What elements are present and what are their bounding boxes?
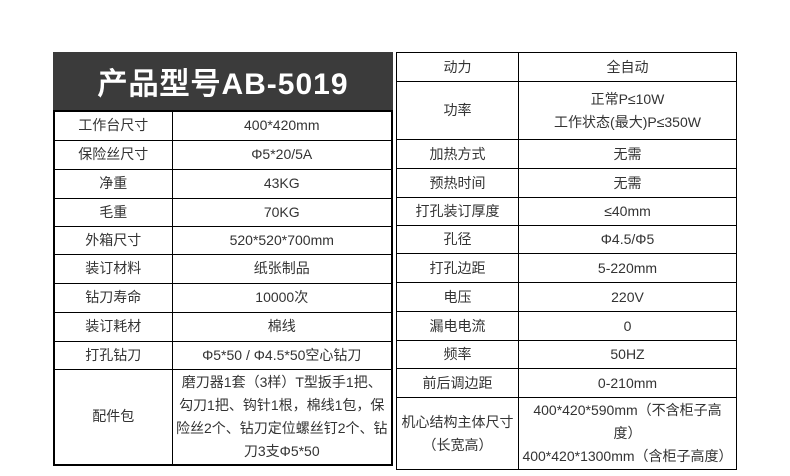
- spec-row-frequency: 频率 50HZ: [396, 340, 737, 369]
- spec-row-worktable-size: 工作台尺寸 400*420mm: [53, 110, 393, 141]
- spec-value: 无需: [518, 168, 737, 198]
- spec-row-binding-consumable: 装订耗材 棉线: [53, 311, 393, 342]
- spec-value: Φ5*20/5A: [171, 139, 393, 170]
- spec-label: 打孔边距: [396, 253, 519, 283]
- spec-value: ≤40mm: [518, 197, 737, 226]
- spec-row-leakage-current: 漏电电流 0: [396, 311, 737, 341]
- spec-value: 10000次: [171, 282, 393, 313]
- spec-label: 动力: [396, 52, 519, 82]
- spec-label: 钻刀寿命: [53, 282, 173, 313]
- spec-row-gross-weight: 毛重 70KG: [53, 197, 393, 227]
- spec-row-voltage: 电压 220V: [396, 282, 737, 312]
- product-spec-left-panel: 产品型号AB-5019 工作台尺寸 400*420mm 保险丝尺寸 Φ5*20/…: [53, 52, 393, 466]
- spec-label: 电压: [396, 282, 519, 312]
- spec-row-power-type: 动力 全自动: [396, 52, 737, 82]
- spec-value: Φ5*50 / Φ4.5*50空心钻刀: [171, 340, 393, 370]
- spec-label: 外箱尺寸: [53, 225, 173, 255]
- spec-label: 工作台尺寸: [53, 110, 173, 141]
- spec-value: 400*420mm: [171, 110, 393, 141]
- spec-row-preheat-time: 预热时间 无需: [396, 168, 737, 198]
- spec-value: 220V: [518, 282, 737, 312]
- spec-value: 70KG: [171, 197, 393, 227]
- spec-value: 5-220mm: [518, 253, 737, 283]
- spec-row-heating-method: 加热方式 无需: [396, 139, 737, 169]
- spec-label: 预热时间: [396, 168, 519, 198]
- spec-label: 加热方式: [396, 139, 519, 169]
- spec-label: 频率: [396, 340, 519, 369]
- spec-table-left: 工作台尺寸 400*420mm 保险丝尺寸 Φ5*20/5A 净重 43KG 毛…: [53, 110, 393, 466]
- spec-value: 400*420*590mm（不含柜子高度） 400*420*1300mm（含柜子…: [518, 397, 737, 470]
- spec-value: 520*520*700mm: [171, 225, 393, 255]
- spec-label: 配件包: [53, 368, 173, 465]
- spec-row-machine-body-size: 机心结构主体尺寸 （长宽高） 400*420*590mm（不含柜子高度） 400…: [396, 397, 737, 470]
- spec-table-right: 动力 全自动 功率 正常P≤10W 工作状态(最大)P≤350W 加热方式 无需…: [396, 52, 737, 470]
- spec-label: 装订材料: [53, 253, 173, 284]
- spec-value: 50HZ: [518, 340, 737, 369]
- spec-row-hole-diameter: 孔径 Φ4.5/Φ5: [396, 225, 737, 254]
- product-spec-right-panel: 动力 全自动 功率 正常P≤10W 工作状态(最大)P≤350W 加热方式 无需…: [396, 52, 737, 470]
- spec-label: 毛重: [53, 197, 173, 227]
- spec-value: 磨刀器1套（3样）T型扳手1把、勾刀1把、钩针1根，棉线1包，保险丝2个、钻刀定…: [171, 368, 393, 465]
- spec-row-fuse-size: 保险丝尺寸 Φ5*20/5A: [53, 139, 393, 170]
- spec-label: 净重: [53, 168, 173, 199]
- spec-row-accessory-pack: 配件包 磨刀器1套（3样）T型扳手1把、勾刀1把、钩针1根，棉线1包，保险丝2个…: [53, 368, 393, 465]
- spec-label: 机心结构主体尺寸 （长宽高）: [396, 397, 519, 470]
- spec-label: 孔径: [396, 225, 519, 254]
- spec-row-carton-size: 外箱尺寸 520*520*700mm: [53, 225, 393, 255]
- spec-value: 无需: [518, 139, 737, 169]
- spec-row-punch-margin: 打孔边距 5-220mm: [396, 253, 737, 283]
- spec-value-highlighted: Φ4.5/Φ5: [518, 225, 737, 254]
- spec-label: 打孔钻刀: [53, 340, 173, 370]
- spec-value: 棉线: [171, 311, 393, 342]
- spec-label: 保险丝尺寸: [53, 139, 173, 170]
- spec-label: 前后调边距: [396, 368, 519, 398]
- spec-value: 43KG: [171, 168, 393, 199]
- spec-value: 0: [518, 311, 737, 341]
- spec-row-edge-adjust-range: 前后调边距 0-210mm: [396, 368, 737, 398]
- spec-label: 打孔装订厚度: [396, 197, 519, 226]
- spec-value: 纸张制品: [171, 253, 393, 284]
- spec-label: 漏电电流: [396, 311, 519, 341]
- spec-value: 全自动: [518, 52, 737, 82]
- spec-label: 装订耗材: [53, 311, 173, 342]
- spec-value: 正常P≤10W 工作状态(最大)P≤350W: [518, 81, 737, 140]
- product-model-title: 产品型号AB-5019: [53, 52, 393, 110]
- spec-row-punch-drill: 打孔钻刀 Φ5*50 / Φ4.5*50空心钻刀: [53, 340, 393, 370]
- spec-row-binding-thickness: 打孔装订厚度 ≤40mm: [396, 197, 737, 226]
- spec-label: 功率: [396, 81, 519, 140]
- spec-row-drill-life: 钻刀寿命 10000次: [53, 282, 393, 313]
- spec-row-binding-material: 装订材料 纸张制品: [53, 253, 393, 284]
- spec-row-net-weight: 净重 43KG: [53, 168, 393, 199]
- spec-value: 0-210mm: [518, 368, 737, 398]
- spec-row-wattage: 功率 正常P≤10W 工作状态(最大)P≤350W: [396, 81, 737, 140]
